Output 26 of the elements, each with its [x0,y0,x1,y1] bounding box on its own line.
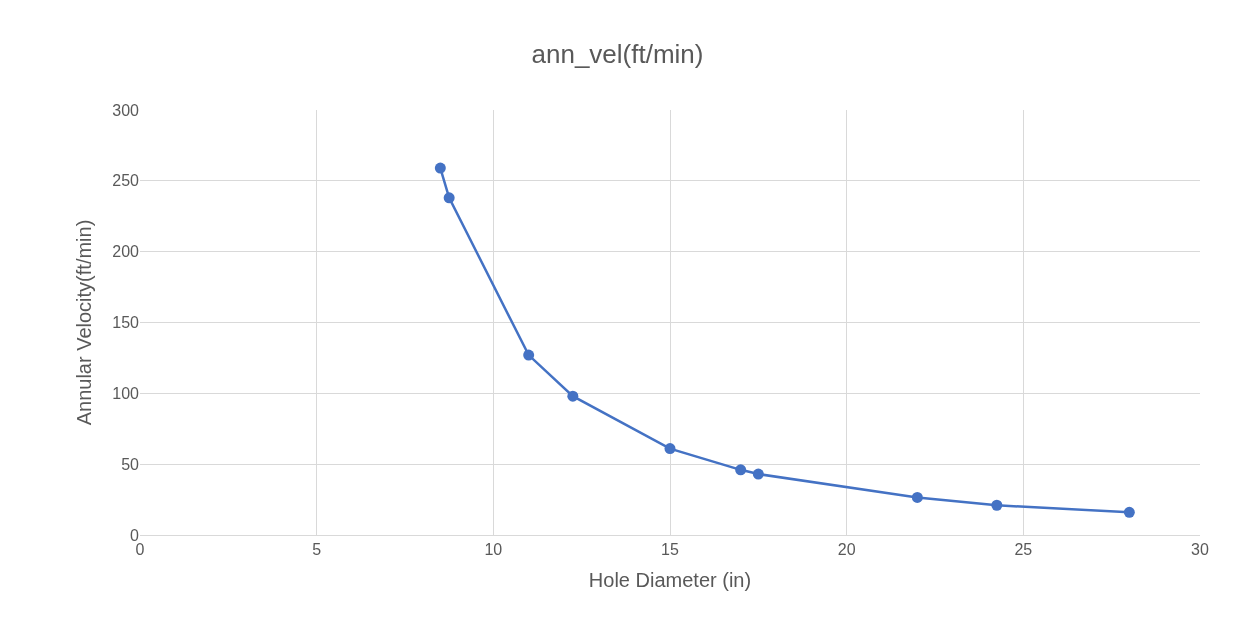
y-axis-title: Annular Velocity(ft/min) [72,219,95,426]
y-tick-label: 150 [112,314,140,332]
point [752,468,764,480]
y-tick-label: 0 [130,526,140,544]
point [523,349,535,361]
x-tick-label: 30 [1191,541,1209,559]
point [911,491,923,503]
point [567,390,579,402]
x-tick-label: 15 [661,541,679,559]
x-tick-label: 20 [837,541,856,559]
x-tick-label: 5 [312,541,322,559]
y-tick-label: 200 [112,243,140,261]
y-tick-label: 100 [112,384,140,402]
point [434,162,446,174]
y-tick-label: 250 [112,172,140,190]
point [1123,506,1135,518]
point [991,499,1003,511]
chart-title: ann_vel(ft/min) [531,38,704,69]
y-tick-label: 50 [121,455,140,473]
x-axis-title: Hole Diameter (in) [588,568,752,591]
point [443,192,455,204]
point [664,443,676,455]
point [735,464,747,476]
x-tick-label: 10 [484,541,503,559]
x-tick-label: 25 [1014,541,1033,559]
y-tick-label: 300 [112,101,140,119]
